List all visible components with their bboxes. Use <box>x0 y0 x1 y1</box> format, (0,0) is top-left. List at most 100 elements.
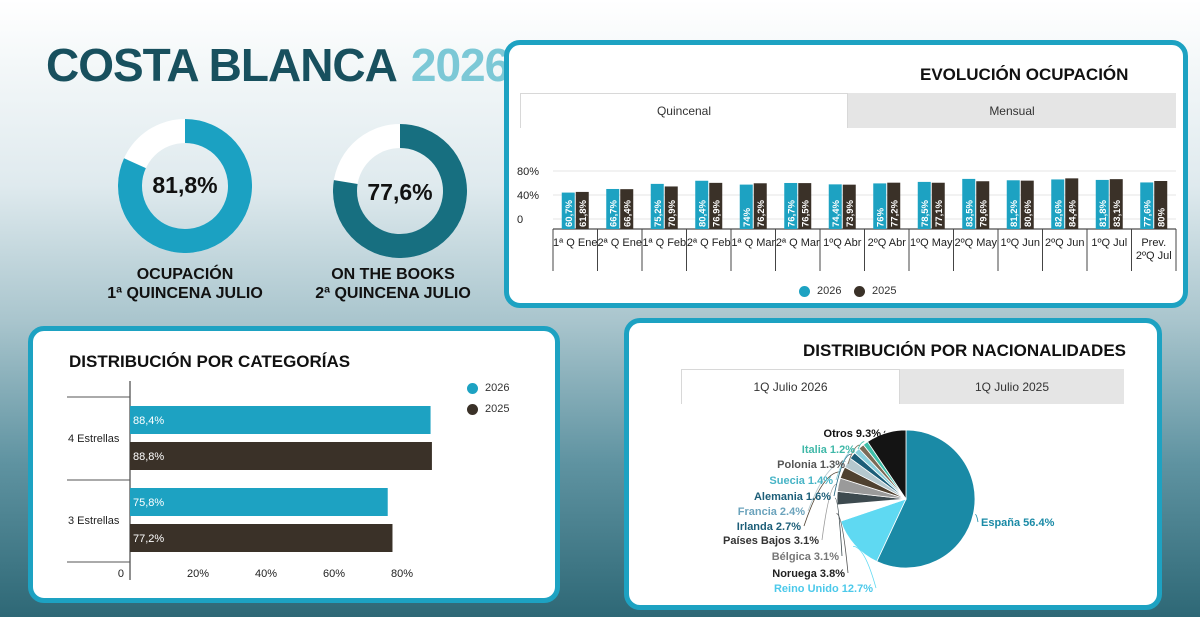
tab-quincenal[interactable]: Quincenal <box>520 93 848 128</box>
legend-label-2025: 2025 <box>485 403 510 415</box>
bar-2026 <box>1140 182 1154 229</box>
bar-2026 <box>1051 179 1065 229</box>
pie-leader-line <box>834 497 843 557</box>
data-label-2026: 76% <box>875 207 886 227</box>
bar-2026 <box>828 184 842 229</box>
bar-2026 <box>130 406 431 434</box>
pie-slice-label: Francia 2.4% <box>738 506 805 518</box>
kpi-on-the-books-value: 77,6% <box>367 179 433 205</box>
title-main: COSTA BLANCA <box>46 39 398 91</box>
kpi-ocupacion: 81,8% <box>118 119 252 253</box>
legend-dot-2025 <box>854 285 865 297</box>
pie-leader-line <box>853 545 877 589</box>
category-label: 2ª Q Feb <box>687 237 731 249</box>
donut-value-arc <box>118 119 252 253</box>
tab-1q-julio-2025[interactable]: 1Q Julio 2025 <box>900 369 1124 404</box>
data-label-2025: 77,1% <box>934 200 945 227</box>
data-label-2025: 79,6% <box>978 200 989 227</box>
category-label: 1ºQ Abr <box>823 237 862 249</box>
x-tick-label: 20% <box>187 568 209 580</box>
nacionalidades-pie-chart: España 56.4% Reino Unido 12.7% Noruega 3.8… <box>723 428 1055 595</box>
evolucion-legend-2026: 2026 <box>799 285 841 297</box>
categorias-card: DISTRIBUCIÓN POR CATEGORÍAS 2026 2025 4 … <box>28 326 560 603</box>
category-label: 2ª Q Mar <box>776 237 820 249</box>
pie-slice <box>876 429 976 569</box>
nacionalidades-title: DISTRIBUCIÓN POR NACIONALIDADES <box>803 341 1127 360</box>
data-label-2026: 88,4% <box>133 415 164 427</box>
tab-mensual[interactable]: Mensual <box>848 93 1176 128</box>
data-label-2025: 76,9% <box>711 200 722 227</box>
pie-leader-line <box>847 444 860 465</box>
categorias-legend-2026: 2026 <box>467 382 509 394</box>
category-label: 2ºQ May <box>954 237 997 249</box>
pie-slice-label: Polonia 1.3% <box>777 459 845 471</box>
bar-2025 <box>798 183 812 229</box>
bar-2025 <box>575 191 589 229</box>
evolucion-chart: 80% 40% 0 60,7% 61,8% 1ª Q Ene 66,7% 66,4% 2ª Q … <box>517 166 1177 271</box>
categorias-legend-2025: 2025 <box>467 403 509 415</box>
y-tick-label: 80% <box>517 166 539 178</box>
nacionalidades-card: DISTRIBUCIÓN POR NACIONALIDADES 1Q Julio… <box>624 318 1162 610</box>
categorias-title: DISTRIBUCIÓN POR CATEGORÍAS <box>69 352 351 371</box>
bar-2025 <box>887 182 901 229</box>
bar-2025 <box>130 524 393 552</box>
legend-dot-2025 <box>467 403 478 415</box>
page-title: COSTA BLANCA 2026 <box>46 38 510 92</box>
pie-slice-label: Bélgica 3.1% <box>772 551 839 563</box>
bar-2026 <box>962 178 976 229</box>
kpi-ocupacion-label-line1: OCUPACIÓN <box>136 266 234 283</box>
pie-slice-label: Irlanda 2.7% <box>737 521 801 533</box>
data-label-2025: 77,2% <box>133 533 164 545</box>
kpi-on-the-books: 77,6% <box>333 124 467 258</box>
data-label-2025: 80,6% <box>1023 200 1034 227</box>
tab-1q-julio-2026[interactable]: 1Q Julio 2026 <box>681 369 900 404</box>
data-label-2026: 75,2% <box>653 200 664 227</box>
x-tick-label: 80% <box>391 568 413 580</box>
evolucion-legend-2025: 2025 <box>854 285 896 297</box>
pie-slice-label: Países Bajos 3.1% <box>723 535 819 547</box>
data-label-2025: 66,4% <box>622 200 633 227</box>
data-label-2025: 84,4% <box>1067 200 1078 227</box>
pie-leader-line <box>975 514 979 523</box>
evolucion-title: EVOLUCIÓN OCUPACIÓN <box>920 65 1129 84</box>
bar-2026 <box>561 192 575 229</box>
data-label-2025: 77,2% <box>889 200 900 227</box>
category-label: 1ºQ May <box>910 237 953 249</box>
kpi-on-the-books-donut <box>333 124 467 258</box>
data-label-2025: 73,9% <box>845 200 856 227</box>
bar-2026 <box>917 181 931 229</box>
category-label: 1ºQ Jul <box>1091 237 1127 249</box>
bar-2026 <box>1095 179 1109 229</box>
kpi-ocupacion-label: OCUPACIÓN 1ª QUINCENA JULIO <box>80 265 290 303</box>
bar-2025 <box>1020 180 1034 229</box>
bar-2025 <box>1109 179 1123 229</box>
legend-label-2026: 2026 <box>817 285 842 297</box>
bar-2026 <box>606 188 620 229</box>
pie-slice-label: Noruega 3.8% <box>772 568 845 580</box>
legend-dot-2026 <box>799 285 810 297</box>
category-label: 2ºQ Jul <box>1136 250 1172 262</box>
kpi-on-the-books-label-line2: 2ª QUINCENA JULIO <box>315 285 471 302</box>
title-year: 2026 <box>410 39 510 91</box>
bar-2025 <box>931 182 945 229</box>
x-tick-label: 60% <box>323 568 345 580</box>
kpi-ocupacion-value: 81,8% <box>152 172 218 198</box>
category-label: 1ª Q Feb <box>642 237 686 249</box>
data-label-2025: 76,2% <box>756 200 767 227</box>
x-tick-label: 40% <box>255 568 277 580</box>
bar-2025 <box>620 189 634 229</box>
category-label: 2ºQ Abr <box>868 237 907 249</box>
bar-2026 <box>1006 180 1020 229</box>
data-label-2025: 61,8% <box>578 200 589 227</box>
category-label: 4 Estrellas <box>68 433 120 445</box>
pie-slice-label: Suecia 1.4% <box>769 475 833 487</box>
pie-leader-line <box>883 430 886 434</box>
data-label-2026: 60,7% <box>564 200 575 227</box>
data-label-2026: 81,8% <box>1098 200 1109 227</box>
data-label-2025: 83,1% <box>1112 200 1123 227</box>
x-tick-label: 0 <box>118 568 124 580</box>
categorias-chart: 4 Estrellas 88,4% 88,8% 3 Estrellas 75,8% 77,… <box>67 381 432 580</box>
kpi-ocupacion-label-line2: 1ª QUINCENA JULIO <box>107 285 263 302</box>
data-label-2026: 77,6% <box>1142 200 1153 227</box>
data-label-2026: 75,8% <box>133 497 164 509</box>
